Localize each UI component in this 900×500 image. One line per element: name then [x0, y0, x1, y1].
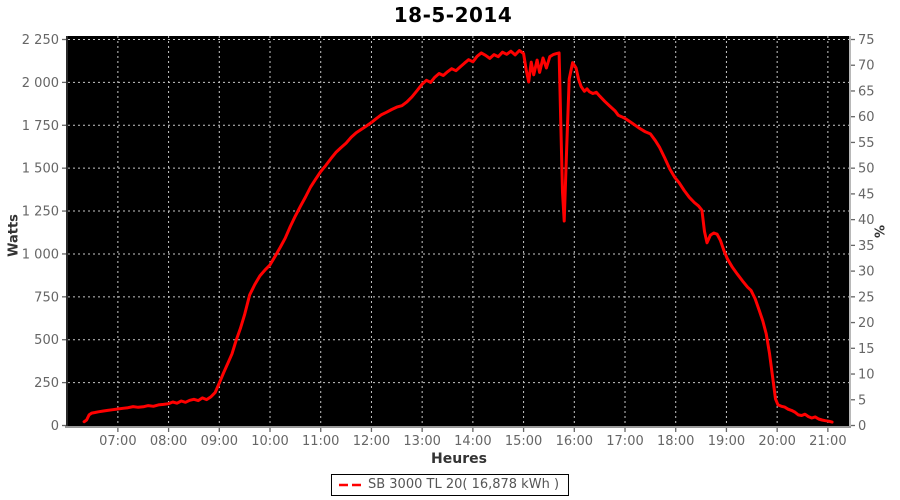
y2-tick-label: 75	[858, 33, 875, 48]
y2-tick-label: 40	[858, 213, 875, 228]
y-tick-label: 2 000	[22, 76, 59, 91]
y-tick-label: 1 000	[22, 247, 59, 262]
x-tick-label: 20:00	[758, 434, 795, 449]
x-tick-label: 11:00	[302, 434, 339, 449]
x-tick-label: 17:00	[606, 434, 643, 449]
legend-series-label: SB 3000 TL 20( 16,878 kWh )	[367, 477, 560, 492]
y2-tick-label: 60	[858, 110, 875, 125]
x-tick-label: 12:00	[353, 434, 390, 449]
y2-tick-label: 0	[858, 419, 866, 434]
y-tick-label: 1 750	[22, 119, 59, 134]
y-axis-title-watts: Watts	[6, 214, 22, 257]
y2-tick-label: 20	[858, 316, 875, 331]
series-line	[82, 49, 834, 424]
y-tick-label: 500	[34, 333, 59, 348]
y-tick-label: 1 250	[22, 205, 59, 220]
x-tick-label: 08:00	[150, 434, 187, 449]
y2-tick-label: 50	[858, 162, 875, 177]
y-tick-label: 1 500	[22, 162, 59, 177]
y2-tick-label: 25	[858, 290, 875, 305]
x-tick-label: 15:00	[505, 434, 542, 449]
x-tick-label: 18:00	[657, 434, 694, 449]
y-tick-label: 2 250	[22, 33, 59, 48]
chart-title: 18-5-2014	[393, 3, 513, 27]
y2-tick-label: 45	[858, 187, 875, 202]
legend: SB 3000 TL 20( 16,878 kWh )	[330, 474, 570, 496]
y2-tick-label: 70	[858, 59, 875, 74]
x-tick-label: 21:00	[809, 434, 846, 449]
y2-axis-title-percent: %	[870, 224, 886, 239]
y2-tick-label: 15	[858, 342, 875, 357]
x-tick-label: 13:00	[403, 434, 440, 449]
y-tick-label: 0	[51, 419, 59, 434]
legend-line-sample-icon	[338, 483, 362, 486]
x-tick-label: 09:00	[201, 434, 238, 449]
x-tick-label: 16:00	[556, 434, 593, 449]
y2-tick-label: 55	[858, 136, 875, 151]
y-tick-label: 750	[34, 290, 59, 305]
y2-tick-label: 5	[858, 393, 866, 408]
x-axis-title-heures: Heures	[431, 451, 487, 467]
plot-area	[68, 36, 849, 426]
x-tick-label: 07:00	[99, 434, 136, 449]
y2-tick-label: 10	[858, 368, 875, 383]
x-tick-label: 19:00	[708, 434, 745, 449]
y2-tick-label: 65	[858, 84, 875, 99]
y-tick-label: 250	[34, 376, 59, 391]
x-tick-label: 14:00	[454, 434, 491, 449]
x-tick-label: 10:00	[251, 434, 288, 449]
y2-tick-label: 35	[858, 239, 875, 254]
y2-tick-label: 30	[858, 265, 875, 280]
